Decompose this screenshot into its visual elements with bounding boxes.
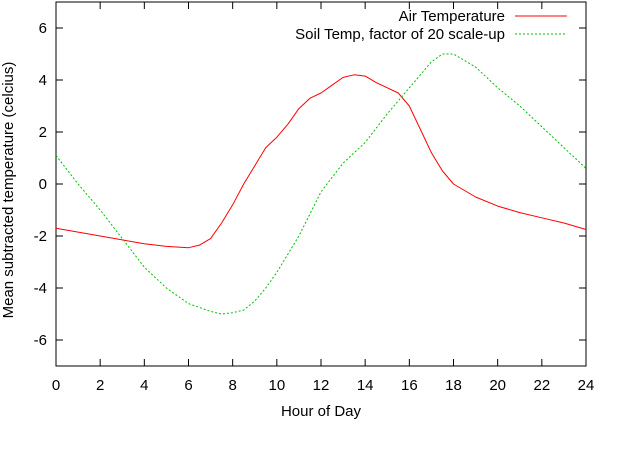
y-axis-title: Mean subtracted temperature (celcius)	[0, 62, 17, 319]
x-tick-label: 12	[313, 377, 330, 394]
plot-frame	[55, 1, 587, 367]
x-tick-label: 10	[268, 377, 285, 394]
x-tick-label: 22	[533, 377, 550, 394]
legend-label-0: Air Temperature	[399, 8, 505, 25]
x-tick-label: 2	[96, 377, 104, 394]
x-tick-label: 14	[357, 377, 374, 394]
y-tick-label: 2	[39, 124, 47, 141]
series-line-0	[55, 74, 587, 249]
x-tick-label: 0	[52, 377, 60, 394]
legend-label-1: Soil Temp, factor of 20 scale-up	[295, 26, 505, 43]
x-axis-title: Hour of Day	[281, 403, 362, 420]
x-tick-label: 20	[489, 377, 506, 394]
series-line-1	[55, 53, 587, 315]
x-tick-label: 18	[445, 377, 462, 394]
x-tick-label: 16	[401, 377, 418, 394]
y-tick-label: 0	[39, 176, 47, 193]
x-tick-label: 8	[228, 377, 236, 394]
x-tick-label: 4	[140, 377, 148, 394]
series-layer	[55, 53, 587, 315]
y-tick-label: -4	[34, 280, 47, 297]
y-tick-label: 6	[39, 20, 47, 37]
x-tick-label: 24	[578, 377, 595, 394]
y-tick-label: 4	[39, 72, 47, 89]
y-tick-label: -2	[34, 228, 47, 245]
x-tick-label: 6	[184, 377, 192, 394]
y-tick-label: -6	[34, 332, 47, 349]
